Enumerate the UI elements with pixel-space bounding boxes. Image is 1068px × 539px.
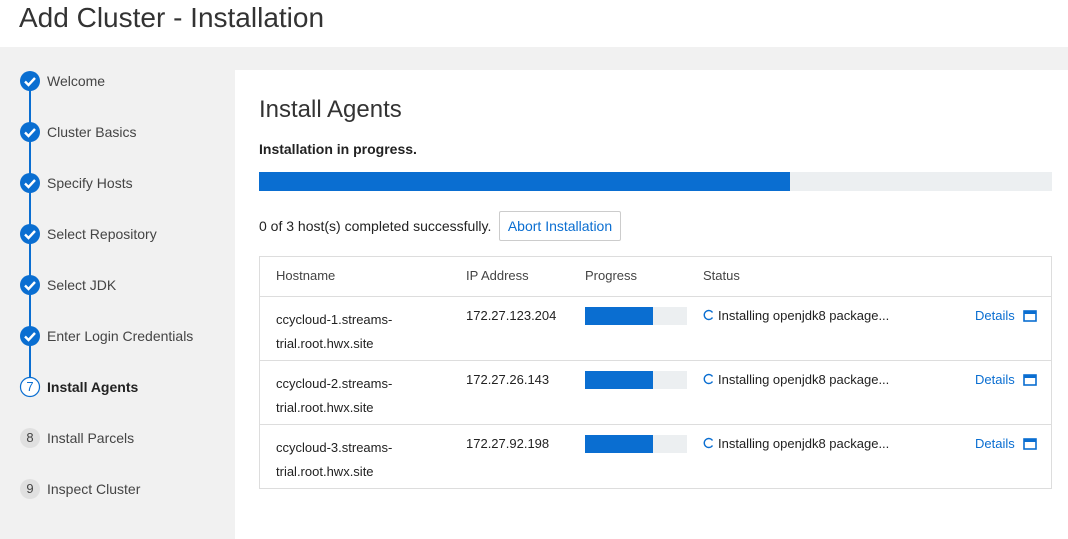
main-panel bbox=[235, 70, 1068, 539]
step-label: Welcome bbox=[47, 73, 106, 89]
window-icon bbox=[1022, 438, 1037, 450]
host-progress-bar bbox=[585, 435, 687, 453]
details-link[interactable]: Details bbox=[975, 432, 1037, 456]
step: Select Repository bbox=[19, 223, 157, 245]
step: Select JDK bbox=[19, 274, 116, 296]
section-title: Install Agents bbox=[259, 96, 402, 123]
step-icon bbox=[19, 70, 41, 92]
step-label: Cluster Basics bbox=[47, 124, 137, 140]
details-link[interactable]: Details bbox=[975, 304, 1037, 328]
step: Specify Hosts bbox=[19, 172, 133, 194]
check-icon bbox=[20, 122, 40, 142]
hostname: ccycloud-1.streams-trial.root.hwx.site bbox=[276, 312, 393, 351]
step-label: Install Parcels bbox=[47, 430, 135, 446]
spinner-icon bbox=[703, 437, 714, 449]
table-row: ccycloud-2.streams-trial.root.hwx.site 17… bbox=[260, 360, 1051, 425]
step-icon bbox=[19, 325, 41, 347]
details-link[interactable]: Details bbox=[975, 368, 1037, 392]
step-label: Select Repository bbox=[47, 226, 157, 242]
check-icon bbox=[20, 224, 40, 244]
abort-button[interactable]: Abort Installation bbox=[499, 211, 621, 241]
step: 9 Inspect Cluster bbox=[19, 478, 140, 500]
spinner-icon bbox=[703, 309, 714, 321]
step-icon bbox=[19, 172, 41, 194]
step-icon: 7 bbox=[19, 376, 41, 398]
details-text: Details bbox=[975, 436, 1015, 451]
hostname: ccycloud-3.streams-trial.root.hwx.site bbox=[276, 440, 393, 479]
progress-fill bbox=[259, 172, 791, 191]
status-text: Installing openjdk8 package... bbox=[718, 372, 890, 387]
summary-text: 0 of 3 host(s) completed successfully. bbox=[259, 218, 492, 234]
host-progress-bar bbox=[585, 371, 687, 389]
check-icon bbox=[20, 326, 40, 346]
step-icon: 9 bbox=[19, 478, 41, 500]
column-header: Progress bbox=[585, 268, 638, 283]
details-text: Details bbox=[975, 372, 1015, 387]
table-row: ccycloud-1.streams-trial.root.hwx.site 17… bbox=[260, 296, 1051, 361]
check-icon bbox=[20, 173, 40, 193]
progress-bar bbox=[259, 172, 1052, 191]
step: Cluster Basics bbox=[19, 121, 136, 143]
host-progress-bar bbox=[585, 307, 687, 325]
step-label: Install Agents bbox=[47, 379, 139, 395]
host-progress-fill bbox=[585, 307, 654, 325]
ip-address: 172.27.92.198 bbox=[466, 436, 550, 451]
window-icon bbox=[1022, 374, 1037, 386]
step: Enter Login Credentials bbox=[19, 325, 193, 347]
column-header: Hostname bbox=[276, 268, 336, 283]
step-circle bbox=[20, 428, 40, 448]
ip-address: 172.27.26.143 bbox=[466, 372, 550, 387]
step: 8 Install Parcels bbox=[19, 427, 134, 449]
details-text: Details bbox=[975, 308, 1015, 323]
step-label: Enter Login Credentials bbox=[47, 328, 194, 344]
step-icon bbox=[19, 223, 41, 245]
step-label: Select JDK bbox=[47, 277, 117, 293]
hosts-table: Hostname IP Address Progress Status ccycloud… bbox=[259, 256, 1052, 489]
step-circle bbox=[20, 479, 40, 499]
page-title: Add Cluster - Installation bbox=[19, 2, 325, 33]
status: Installing openjdk8 package... bbox=[703, 368, 889, 392]
host-progress-fill bbox=[585, 371, 654, 389]
step-circle bbox=[19, 376, 41, 398]
step-number: 7 bbox=[26, 379, 34, 394]
step-icon bbox=[19, 121, 41, 143]
host-progress-fill bbox=[585, 435, 654, 453]
step-icon: 8 bbox=[19, 427, 41, 449]
table-row: ccycloud-3.streams-trial.root.hwx.site 17… bbox=[260, 424, 1051, 489]
status-text: Installing openjdk8 package... bbox=[718, 308, 890, 323]
hostname: ccycloud-2.streams-trial.root.hwx.site bbox=[276, 376, 393, 415]
ip-address: 172.27.123.204 bbox=[466, 308, 557, 323]
step-label: Specify Hosts bbox=[47, 175, 133, 191]
status-text: Installation in progress. bbox=[259, 141, 417, 157]
column-header: Status bbox=[703, 268, 740, 283]
check-icon bbox=[20, 275, 40, 295]
step: 7 Install Agents bbox=[19, 376, 138, 398]
step-number: 8 bbox=[26, 430, 34, 445]
status: Installing openjdk8 package... bbox=[703, 304, 889, 328]
status-text: Installing openjdk8 package... bbox=[718, 436, 890, 451]
step: Welcome bbox=[19, 70, 105, 92]
column-header: IP Address bbox=[466, 268, 529, 283]
step-number: 9 bbox=[26, 481, 34, 496]
step-icon bbox=[19, 274, 41, 296]
step-label: Inspect Cluster bbox=[47, 481, 141, 497]
spinner-icon bbox=[703, 373, 714, 385]
check-icon bbox=[20, 71, 40, 91]
status: Installing openjdk8 package... bbox=[703, 432, 889, 456]
window-icon bbox=[1022, 310, 1037, 322]
